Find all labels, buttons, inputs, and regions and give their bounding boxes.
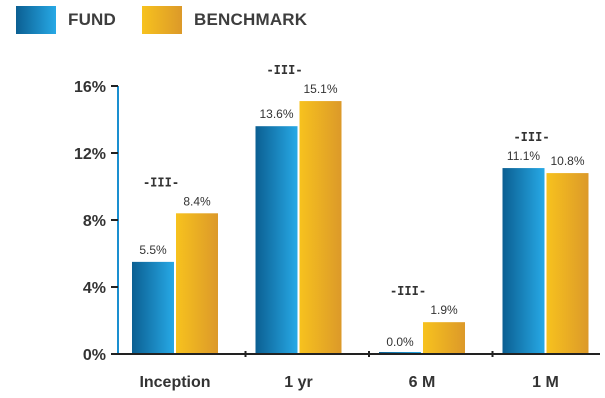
bar-fund [132, 261, 174, 354]
data-label: 10.8% [550, 154, 584, 168]
bar-benchmark [423, 322, 465, 354]
x-category-label: 6 M [409, 374, 436, 391]
y-tick-label: 12% [74, 146, 106, 163]
bars-layer [132, 101, 589, 354]
legend-label-benchmark: BENCHMARK [194, 10, 308, 29]
data-label: 5.5% [139, 243, 167, 257]
data-label: 8.4% [183, 194, 211, 208]
data-label: 13.6% [259, 107, 293, 121]
axes-layer [111, 85, 600, 357]
x-category-label: 1 M [532, 374, 559, 391]
annotation-marker: -III- [390, 284, 426, 298]
legend: FUND BENCHMARK [16, 6, 333, 34]
bar-benchmark [299, 101, 342, 354]
x-category-label: 1 yr [284, 374, 312, 391]
bar-fund [502, 168, 545, 354]
y-tick-label: 8% [83, 213, 106, 230]
x-category-label: Inception [139, 374, 210, 391]
annotation-marker: -III- [143, 175, 179, 189]
bar-benchmark [176, 213, 218, 354]
data-label: 15.1% [303, 82, 337, 96]
bar-fund [255, 126, 298, 354]
y-tick-label: 4% [83, 280, 106, 297]
bar-benchmark [546, 173, 589, 354]
legend-item-benchmark: BENCHMARK [142, 6, 307, 34]
annotation-marker: -III- [513, 130, 549, 144]
annotation-marker: -III- [266, 63, 302, 77]
y-tick-label: 0% [83, 347, 106, 364]
legend-swatch-benchmark [142, 6, 183, 34]
legend-swatch-fund [16, 6, 56, 34]
labels-layer: 0% 4% 8% 12% 16% 5.5% 8.4% -III- Inception 13.6% 1… [74, 63, 585, 391]
y-tick-label: 16% [74, 79, 106, 96]
data-label: 11.1% [507, 149, 540, 163]
data-label: 1.9% [430, 303, 458, 317]
legend-label-fund: FUND [68, 10, 117, 29]
data-label: 0.0% [386, 335, 414, 349]
legend-item-fund: FUND [16, 6, 116, 34]
